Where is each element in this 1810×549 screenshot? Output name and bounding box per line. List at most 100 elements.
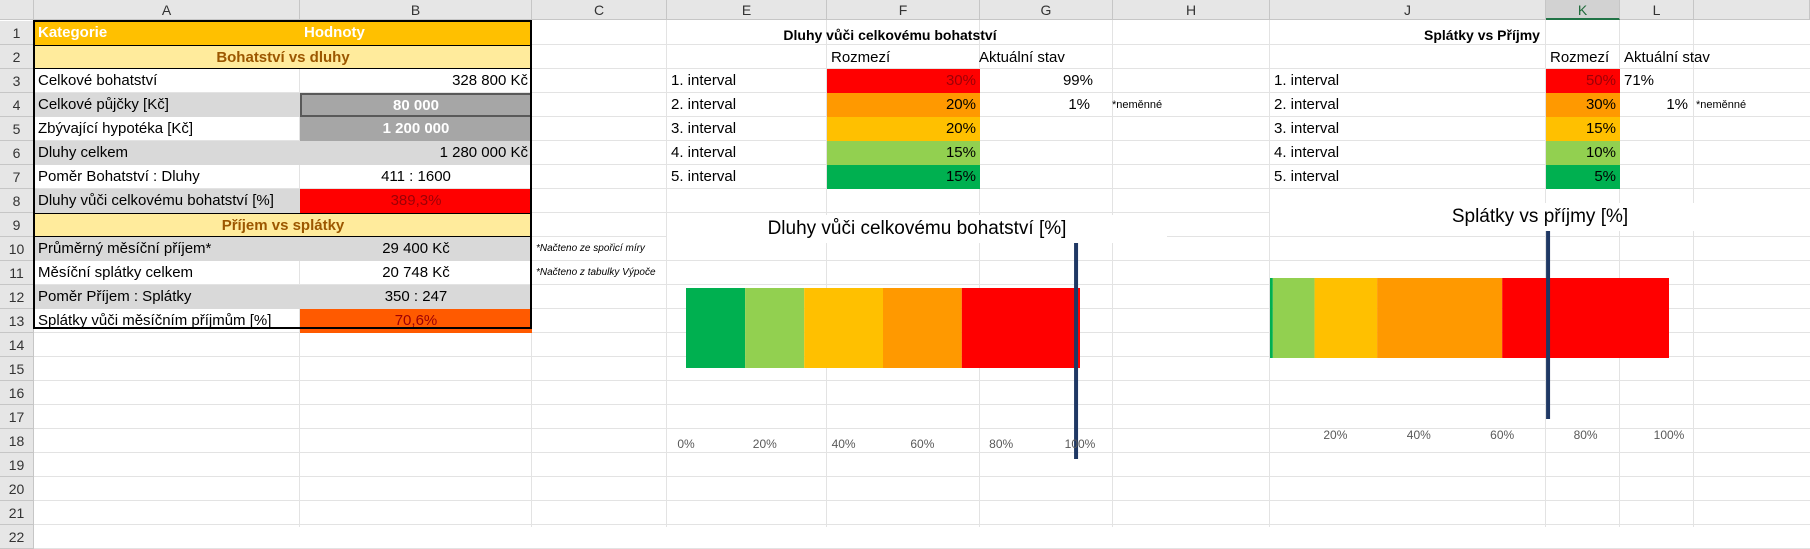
row-header-18[interactable]: 18: [0, 429, 34, 453]
row-header-15[interactable]: 15: [0, 357, 34, 381]
row-header-20[interactable]: 20: [0, 477, 34, 501]
row-header-7[interactable]: 7: [0, 165, 34, 189]
select-all-corner[interactable]: [0, 0, 34, 20]
row-header-11[interactable]: 11: [0, 261, 34, 285]
column-header-g[interactable]: G: [980, 0, 1113, 20]
value-payments-vs-income[interactable]: 70,6%: [300, 309, 532, 333]
column-header-b[interactable]: B: [300, 0, 532, 20]
intervals_left-label-1[interactable]: 1. interval: [671, 72, 737, 89]
input-total-loans[interactable]: 80 000: [300, 93, 532, 117]
row-header-10[interactable]: 10: [0, 237, 34, 261]
column-header-a[interactable]: A: [34, 0, 300, 20]
intervals_right-range-2[interactable]: 30%: [1546, 93, 1620, 117]
bar-segment-4[interactable]: [1377, 278, 1503, 358]
intervals_left-range-3[interactable]: 20%: [827, 117, 980, 141]
value-income-payment-ratio[interactable]: 350 : 247: [300, 285, 532, 309]
intervals_right-label-2[interactable]: 2. interval: [1274, 96, 1340, 113]
chart-left-title[interactable]: Dluhy vůči celkovému bohatství [%]: [667, 215, 1167, 243]
row-header-2[interactable]: 2: [0, 45, 34, 69]
value-avg-income[interactable]: 29 400 Kč: [300, 237, 532, 261]
chart-right-title[interactable]: Splátky vs příjmy [%]: [1270, 203, 1810, 231]
intervals_left-range-1[interactable]: 30%: [827, 69, 980, 93]
intervals-right-unchanged[interactable]: *neměnné: [1696, 99, 1747, 111]
intervals_left-label-3[interactable]: 3. interval: [671, 120, 737, 137]
intervals-right-title[interactable]: Splátky vs Příjmy: [1424, 27, 1540, 43]
chart-right[interactable]: 0%20%40%60%80%100%: [1270, 231, 1810, 527]
value-monthly-payments[interactable]: 20 748 Kč: [382, 264, 450, 281]
section-income-payments[interactable]: Příjem vs splátky: [34, 213, 532, 237]
bar-segment-2[interactable]: [745, 288, 805, 368]
header-category[interactable]: Kategorie: [34, 21, 300, 45]
row-header-16[interactable]: 16: [0, 381, 34, 405]
intervals_right-range-3[interactable]: 15%: [1546, 117, 1620, 141]
intervals_left-range-5[interactable]: 15%: [827, 165, 980, 189]
row-header-12[interactable]: 12: [0, 285, 34, 309]
intervals-left-current[interactable]: 99%: [1062, 72, 1093, 89]
label-total-wealth[interactable]: Celkové bohatství: [38, 72, 158, 89]
bar-segment-4[interactable]: [883, 288, 962, 368]
value-wealth-debt-ratio[interactable]: 411 : 1600: [381, 168, 451, 185]
label-remaining-mortgage[interactable]: Zbývající hypotéka [Kč]: [38, 120, 194, 137]
row-header-19[interactable]: 19: [0, 453, 34, 477]
bar-segment-5[interactable]: [961, 288, 1080, 368]
label-debts-vs-wealth[interactable]: Dluhy vůči celkovému bohatství [%]: [34, 189, 300, 213]
bar-segment-1[interactable]: [686, 288, 746, 368]
row-header-1[interactable]: 1: [0, 21, 34, 45]
note-savings-rate[interactable]: *Načteno ze spořicí míry: [536, 243, 645, 254]
bar-segment-3[interactable]: [1314, 278, 1378, 358]
intervals_right-range-5[interactable]: 5%: [1546, 165, 1620, 189]
intervals_right-range-4[interactable]: 10%: [1546, 141, 1620, 165]
intervals_right-label-1[interactable]: 1. interval: [1274, 72, 1340, 89]
intervals-right-current[interactable]: 71%: [1624, 72, 1655, 89]
bar-segment-2[interactable]: [1272, 278, 1315, 358]
column-header-j[interactable]: J: [1270, 0, 1546, 20]
row-header-8[interactable]: 8: [0, 189, 34, 213]
header-values[interactable]: Hodnoty: [300, 21, 532, 45]
intervals_right-label-5[interactable]: 5. interval: [1274, 168, 1340, 185]
intervals-left-title[interactable]: Dluhy vůči celkovému bohatství: [783, 27, 997, 43]
column-header-f[interactable]: F: [827, 0, 980, 20]
chart-left[interactable]: 0% 20% 40% 60% 80% 100%: [667, 243, 1167, 527]
row-header-5[interactable]: 5: [0, 117, 34, 141]
label-debts-total[interactable]: Dluhy celkem: [34, 141, 300, 165]
label-income-payment-ratio[interactable]: Poměr Příjem : Splátky: [34, 285, 300, 309]
section-wealth-debts[interactable]: Bohatství vs dluhy: [34, 45, 532, 69]
row-header-6[interactable]: 6: [0, 141, 34, 165]
row-header-4[interactable]: 4: [0, 93, 34, 117]
column-header-l[interactable]: L: [1620, 0, 1694, 20]
column-header-c[interactable]: C: [532, 0, 667, 20]
label-payments-vs-income[interactable]: Splátky vůči měsíčním příjmům [%]: [38, 312, 272, 329]
input-remaining-mortgage[interactable]: 1 200 000: [300, 117, 532, 141]
bar-segment-1[interactable]: [1270, 278, 1273, 358]
intervals-left-range-header[interactable]: Rozmezí: [831, 49, 891, 66]
value-debts-vs-wealth[interactable]: 389,3%: [300, 189, 532, 213]
intervals-left-current2[interactable]: 1%: [1068, 96, 1090, 113]
intervals-right-range-header[interactable]: Rozmezí: [1550, 49, 1610, 66]
intervals_left-label-2[interactable]: 2. interval: [671, 96, 737, 113]
row-header-9[interactable]: 9: [0, 213, 34, 237]
row-header-13[interactable]: 13: [0, 309, 34, 333]
label-monthly-payments[interactable]: Měsíční splátky celkem: [38, 264, 194, 281]
column-header-e[interactable]: E: [667, 0, 827, 20]
row-header-21[interactable]: 21: [0, 501, 34, 525]
row-header-3[interactable]: 3: [0, 69, 34, 93]
intervals-right-current2[interactable]: 1%: [1666, 96, 1688, 113]
intervals_left-label-4[interactable]: 4. interval: [671, 144, 737, 161]
note-calc-table[interactable]: *Načteno z tabulky Výpoče: [536, 267, 656, 278]
intervals-left-unchanged[interactable]: *neměnné: [1112, 99, 1163, 111]
intervals_right-label-4[interactable]: 4. interval: [1274, 144, 1340, 161]
label-total-loans[interactable]: Celkové půjčky [Kč]: [34, 93, 300, 117]
column-header-k[interactable]: K: [1546, 0, 1620, 20]
intervals-right-current-header[interactable]: Aktuální stav: [1624, 49, 1710, 66]
intervals_left-range-2[interactable]: 20%: [827, 93, 980, 117]
bar-segment-5[interactable]: [1502, 278, 1669, 358]
row-header-22[interactable]: 22: [0, 525, 34, 549]
intervals_left-range-4[interactable]: 15%: [827, 141, 980, 165]
row-header-14[interactable]: 14: [0, 333, 34, 357]
intervals_right-range-1[interactable]: 50%: [1546, 69, 1620, 93]
column-header-h[interactable]: H: [1113, 0, 1270, 20]
intervals_left-label-5[interactable]: 5. interval: [671, 168, 737, 185]
label-avg-income[interactable]: Průměrný měsíční příjem*: [34, 237, 300, 261]
value-debts-total[interactable]: 1 280 000 Kč: [300, 141, 532, 165]
bar-segment-3[interactable]: [804, 288, 883, 368]
